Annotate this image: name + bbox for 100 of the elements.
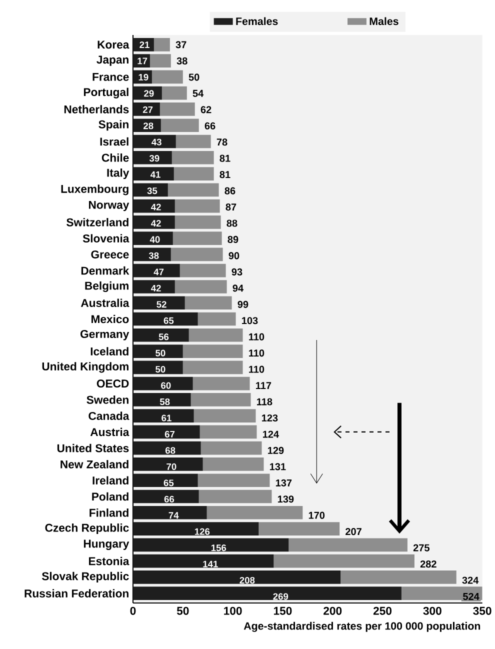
data-label: 56 <box>158 334 169 340</box>
data-label: 47 <box>154 268 164 276</box>
x-tick-label: 350 <box>473 606 492 615</box>
bar <box>132 216 175 229</box>
bar <box>154 38 170 52</box>
total-label: 94 <box>232 284 244 292</box>
bar <box>132 425 200 439</box>
bar <box>132 134 176 148</box>
y-tick-label: Australia <box>80 298 130 308</box>
bar <box>132 586 402 600</box>
bar <box>168 183 219 197</box>
bar <box>172 150 214 164</box>
y-tick-label: Russian Federation <box>24 589 128 598</box>
data-label: 28 <box>143 122 154 130</box>
y-tick-label: Slovenia <box>82 234 130 242</box>
x-tick-label: 50 <box>176 606 189 615</box>
data-label: 17 <box>138 58 148 64</box>
bar <box>132 183 168 197</box>
bar <box>184 296 232 310</box>
bar <box>132 199 175 213</box>
bar <box>132 102 160 116</box>
bar <box>190 393 251 406</box>
bar <box>340 570 456 584</box>
y-tick-label: France <box>92 73 129 81</box>
x-tick-label: 150 <box>274 606 292 615</box>
data-label: 74 <box>168 512 179 519</box>
bar <box>258 522 340 536</box>
data-label: 42 <box>151 220 161 227</box>
total-label: 139 <box>278 496 294 503</box>
data-label: 65 <box>164 317 174 324</box>
y-tick-label: Iceland <box>90 347 128 356</box>
total-label: 38 <box>176 57 188 64</box>
y-tick-label: Poland <box>92 492 128 501</box>
annotation: 524 <box>463 592 480 600</box>
bar <box>132 538 289 552</box>
x-tick-label: 250 <box>373 606 392 615</box>
bar <box>132 167 174 180</box>
y-tick-label: Finland <box>90 508 128 517</box>
bar <box>132 312 198 326</box>
total-label: 110 <box>249 333 264 340</box>
bar <box>174 216 221 229</box>
total-label: 90 <box>228 252 240 260</box>
y-tick-label: Chile <box>102 153 129 162</box>
bar <box>174 199 220 213</box>
y-tick-label: Spain <box>98 120 128 131</box>
total-label: 137 <box>276 479 292 486</box>
bar <box>132 280 175 294</box>
data-label: 52 <box>156 301 166 308</box>
bar <box>200 425 257 439</box>
data-label: 61 <box>162 414 172 422</box>
bar <box>132 150 172 164</box>
y-tick-label: Netherlands <box>64 105 129 114</box>
total-label: 50 <box>188 74 200 81</box>
total-label: 88 <box>226 220 238 227</box>
x-tick-label: 100 <box>224 606 242 615</box>
y-tick-label: Norway <box>88 200 130 212</box>
total-label: 62 <box>200 106 212 114</box>
total-label: 129 <box>268 446 284 454</box>
data-label: 21 <box>140 41 150 48</box>
total-label: 81 <box>220 154 230 162</box>
bar <box>132 118 161 132</box>
bar <box>132 54 150 68</box>
data-label: 39 <box>149 155 160 162</box>
bar <box>132 570 341 584</box>
data-label: 269 <box>273 593 288 600</box>
total-label: 37 <box>176 41 186 48</box>
bar <box>132 38 154 52</box>
total-label: 89 <box>228 236 238 244</box>
data-label: 43 <box>152 138 162 146</box>
bar <box>132 441 201 455</box>
data-label: 70 <box>166 463 176 470</box>
total-label: 324 <box>462 576 479 584</box>
bar <box>160 118 199 132</box>
bar <box>206 506 303 520</box>
total-label: 81 <box>220 171 230 178</box>
data-label: 208 <box>240 576 255 584</box>
bar <box>182 360 243 374</box>
bar <box>132 490 199 504</box>
bar <box>176 134 211 148</box>
bar <box>132 506 207 520</box>
x-tick-label: 300 <box>423 606 442 615</box>
y-tick-label: Mexico <box>92 314 129 324</box>
data-label: 38 <box>148 252 159 260</box>
bar <box>132 232 173 245</box>
bar <box>202 458 264 471</box>
data-label: 40 <box>150 236 160 243</box>
bar <box>132 296 185 310</box>
data-label: 58 <box>160 398 170 406</box>
bar <box>132 393 191 406</box>
y-tick-label: Austria <box>90 428 130 436</box>
y-tick-label: Portugal <box>84 88 128 98</box>
bar <box>274 554 414 568</box>
y-tick-label: Japan <box>96 56 128 66</box>
total-label: 54 <box>192 90 204 97</box>
y-tick-label: Denmark <box>81 266 130 275</box>
y-tick-label: Germany <box>80 330 130 340</box>
data-label: 65 <box>164 480 174 486</box>
y-tick-label: Slovak Republic <box>42 572 129 582</box>
bar <box>172 232 222 245</box>
y-tick-label: Israel <box>100 137 128 146</box>
